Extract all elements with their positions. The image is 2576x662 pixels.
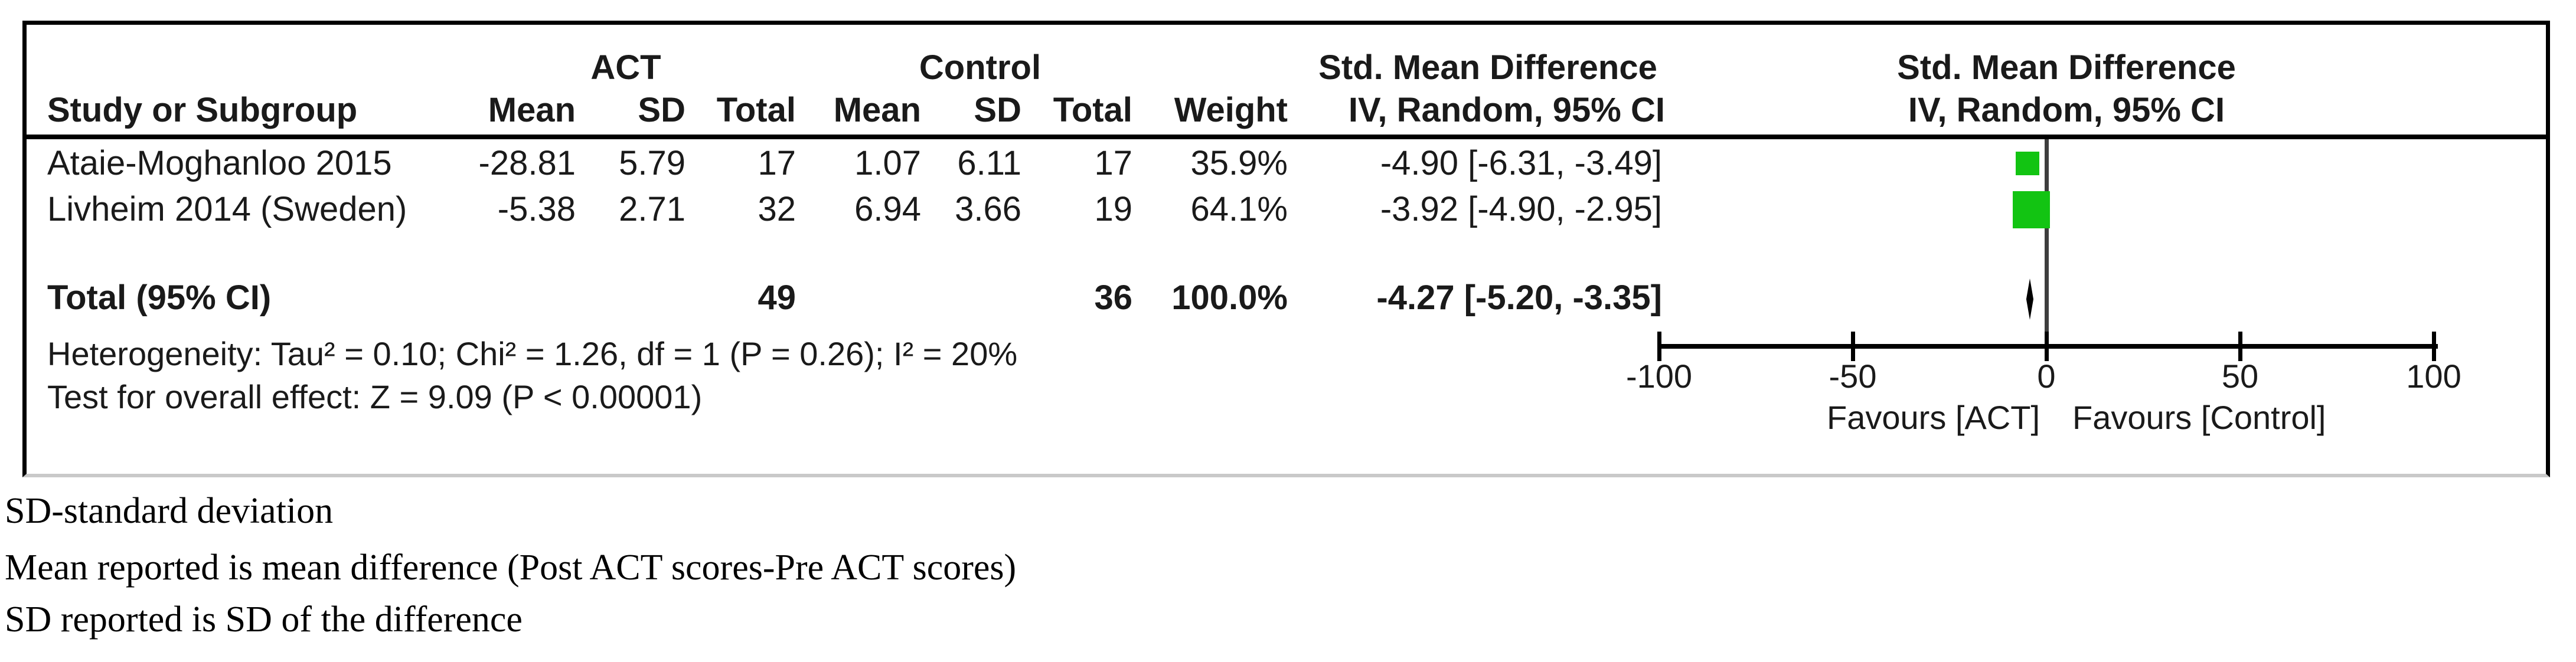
sd-control: 6.11: [957, 144, 1021, 182]
axis-tick: [1657, 332, 1661, 361]
axis-tick: [1851, 332, 1855, 361]
total-act: 32: [758, 190, 796, 228]
mean-act: -5.38: [497, 190, 576, 228]
ci-text: -4.90 [-6.31, -3.49]: [1380, 144, 1662, 182]
col-header-iv-table: IV, Random, 95% CI: [1348, 91, 1665, 129]
col-header-sd-control: SD: [974, 91, 1021, 129]
group-header-smd-plot: Std. Mean Difference: [1897, 48, 2236, 87]
axis-tick: [2238, 332, 2242, 361]
col-header-mean-act: Mean: [488, 91, 576, 129]
axis-tick-label: -50: [1829, 358, 1877, 395]
weight: 35.9%: [1190, 144, 1288, 182]
footnote-sd-diff: SD reported is SD of the difference: [5, 599, 523, 640]
study-weight-square: [2012, 191, 2050, 228]
sd-act: 5.79: [619, 144, 685, 182]
group-header-control: Control: [919, 48, 1041, 87]
ci-text: -3.92 [-4.90, -2.95]: [1380, 190, 1662, 228]
mean-control: 1.07: [854, 144, 921, 182]
total-ci-text: -4.27 [-5.20, -3.35]: [1376, 278, 1662, 317]
favours-left-label: Favours [ACT]: [1827, 399, 2040, 436]
axis-tick-label: 50: [2221, 358, 2259, 395]
total-control-sum: 36: [1094, 278, 1132, 317]
axis-tick: [2045, 332, 2049, 361]
study-name: Ataie-Moghanloo 2015: [47, 144, 392, 182]
study-weight-square: [2015, 152, 2039, 175]
sd-act: 2.71: [619, 190, 685, 228]
heterogeneity-stats: Heterogeneity: Tau² = 0.10; Chi² = 1.26,…: [47, 335, 1018, 372]
sd-control: 3.66: [955, 190, 1021, 228]
overall-effect-test: Test for overall effect: Z = 9.09 (P < 0…: [47, 378, 703, 415]
axis-tick-label: 100: [2406, 358, 2461, 395]
col-header-iv-plot: IV, Random, 95% CI: [1908, 91, 2225, 129]
axis-tick: [2432, 332, 2436, 361]
col-header-weight: Weight: [1174, 91, 1288, 129]
mean-act: -28.81: [478, 144, 576, 182]
footnote-mean: Mean reported is mean difference (Post A…: [5, 548, 1017, 588]
forest-plot-frame: [22, 21, 2550, 477]
total-label: Total (95% CI): [47, 278, 272, 317]
total-act-sum: 49: [758, 278, 796, 317]
col-header-sd-act: SD: [638, 91, 685, 129]
col-header-total-control: Total: [1053, 91, 1132, 129]
footnote-sd: SD-standard deviation: [5, 491, 334, 531]
total-control: 17: [1094, 144, 1132, 182]
total-act: 17: [758, 144, 796, 182]
col-header-study: Study or Subgroup: [47, 91, 358, 129]
header-underline: [27, 135, 2550, 139]
group-header-smd-table: Std. Mean Difference: [1318, 48, 1657, 87]
zero-reference-line: [2045, 139, 2049, 346]
col-header-total-act: Total: [716, 91, 796, 129]
weight: 64.1%: [1190, 190, 1288, 228]
group-header-act: ACT: [590, 48, 661, 87]
axis-tick-label: -100: [1625, 358, 1693, 395]
col-header-mean-control: Mean: [833, 91, 921, 129]
axis-tick-label: 0: [2037, 358, 2056, 395]
mean-control: 6.94: [854, 190, 921, 228]
total-control: 19: [1094, 190, 1132, 228]
study-name: Livheim 2014 (Sweden): [47, 190, 407, 228]
total-weight: 100.0%: [1171, 278, 1288, 317]
favours-right-label: Favours [Control]: [2072, 399, 2326, 436]
